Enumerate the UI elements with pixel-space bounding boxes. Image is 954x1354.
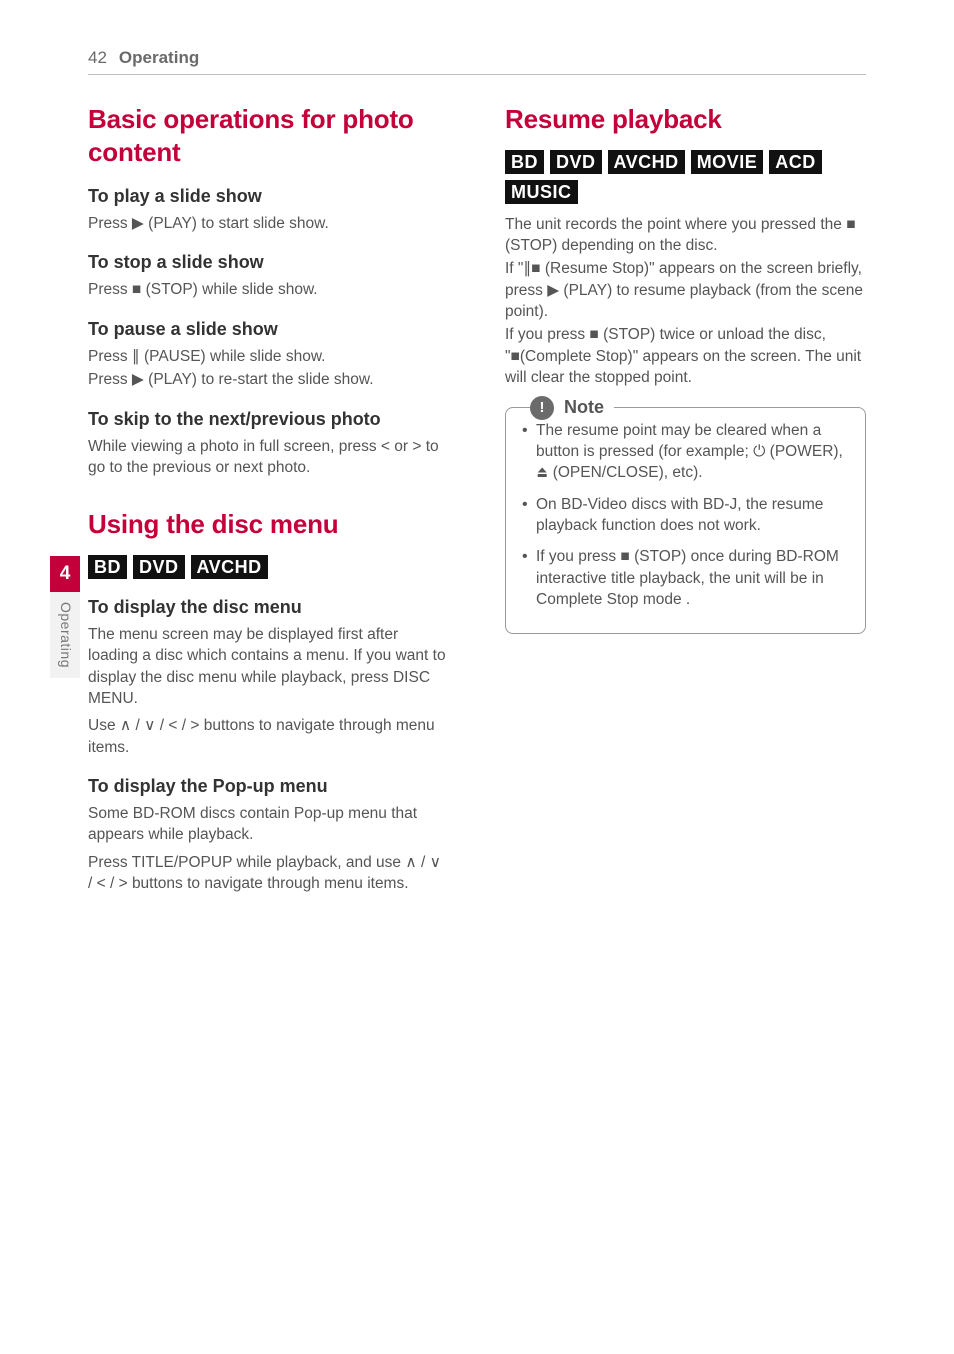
left-column: Basic operations for photo content To pl… — [88, 103, 449, 897]
badge-avchd: AVCHD — [608, 150, 685, 174]
text: The unit records the point where you pre… — [505, 214, 866, 257]
heading-pause-slide: To pause a slide show — [88, 319, 449, 340]
page: 42 Operating 4 Operating Basic operation… — [0, 0, 954, 1354]
body-stop-slide: Press ■ (STOP) while slide show. — [88, 279, 449, 300]
side-tab-label: Operating — [50, 592, 80, 678]
note-info-icon: ! — [530, 396, 554, 420]
two-column-layout: Basic operations for photo content To pl… — [88, 103, 866, 897]
text: Press ▶ (PLAY) to re-start the slide sho… — [88, 369, 449, 390]
text: Press TITLE/POPUP while playback, and us… — [88, 852, 449, 895]
badges-resume: BD DVD AVCHD MOVIE ACD MUSIC — [505, 150, 866, 204]
body-play-slide: Press ▶ (PLAY) to start slide show. — [88, 213, 449, 234]
note-item: On BD-Video discs with BD-J, the resume … — [520, 494, 851, 537]
note-box: ! Note The resume point may be cleared w… — [505, 407, 866, 634]
side-tab-number: 4 — [50, 556, 80, 592]
text: Use ∧ / ∨ / < / > buttons to navigate th… — [88, 715, 449, 758]
text: Press ▶ (PLAY) to start slide show. — [88, 213, 449, 234]
badge-avchd: AVCHD — [191, 555, 268, 579]
text: Press ∥ (PAUSE) while slide show. — [88, 346, 449, 367]
heading-display-disc-menu: To display the disc menu — [88, 597, 449, 618]
body-popup-menu: Some BD-ROM discs contain Pop-up menu th… — [88, 803, 449, 895]
badge-dvd: DVD — [133, 555, 185, 579]
note-list: The resume point may be cleared when a b… — [520, 420, 851, 611]
heading-stop-slide: To stop a slide show — [88, 252, 449, 273]
heading-popup-menu: To display the Pop-up menu — [88, 776, 449, 797]
right-column: Resume playback BD DVD AVCHD MOVIE ACD M… — [505, 103, 866, 897]
header-section-title: Operating — [119, 48, 199, 68]
heading-play-slide: To play a slide show — [88, 186, 449, 207]
badge-bd: BD — [505, 150, 544, 174]
badges-disc-menu: BD DVD AVCHD — [88, 555, 449, 579]
heading-skip-photo: To skip to the next/previous photo — [88, 409, 449, 430]
badge-acd: ACD — [769, 150, 822, 174]
note-item: The resume point may be cleared when a b… — [520, 420, 851, 484]
text: If "∥■ (Resume Stop)" appears on the scr… — [505, 258, 866, 322]
page-header: 42 Operating — [88, 48, 866, 75]
body-display-disc-menu: The menu screen may be displayed first a… — [88, 624, 449, 758]
heading-basic-ops: Basic operations for photo content — [88, 103, 449, 168]
body-skip-photo: While viewing a photo in full screen, pr… — [88, 436, 449, 479]
heading-disc-menu: Using the disc menu — [88, 508, 449, 541]
text: While viewing a photo in full screen, pr… — [88, 436, 449, 479]
text: Press ■ (STOP) while slide show. — [88, 279, 449, 300]
page-number: 42 — [88, 48, 107, 68]
badge-bd: BD — [88, 555, 127, 579]
note-item: If you press ■ (STOP) once during BD-ROM… — [520, 546, 851, 610]
body-pause-slide: Press ∥ (PAUSE) while slide show. Press … — [88, 346, 449, 391]
text: If you press ■ (STOP) twice or unload th… — [505, 324, 866, 388]
text: The menu screen may be displayed first a… — [88, 624, 449, 710]
side-tab: 4 Operating — [50, 556, 80, 678]
badge-music: MUSIC — [505, 180, 578, 204]
text: Some BD-ROM discs contain Pop-up menu th… — [88, 803, 449, 846]
note-title: Note — [564, 397, 604, 418]
badge-movie: MOVIE — [691, 150, 764, 174]
side-tab-label-text: Operating — [58, 602, 74, 668]
badge-dvd: DVD — [550, 150, 602, 174]
heading-resume-playback: Resume playback — [505, 103, 866, 136]
note-label: ! Note — [530, 396, 614, 420]
body-resume: The unit records the point where you pre… — [505, 214, 866, 389]
